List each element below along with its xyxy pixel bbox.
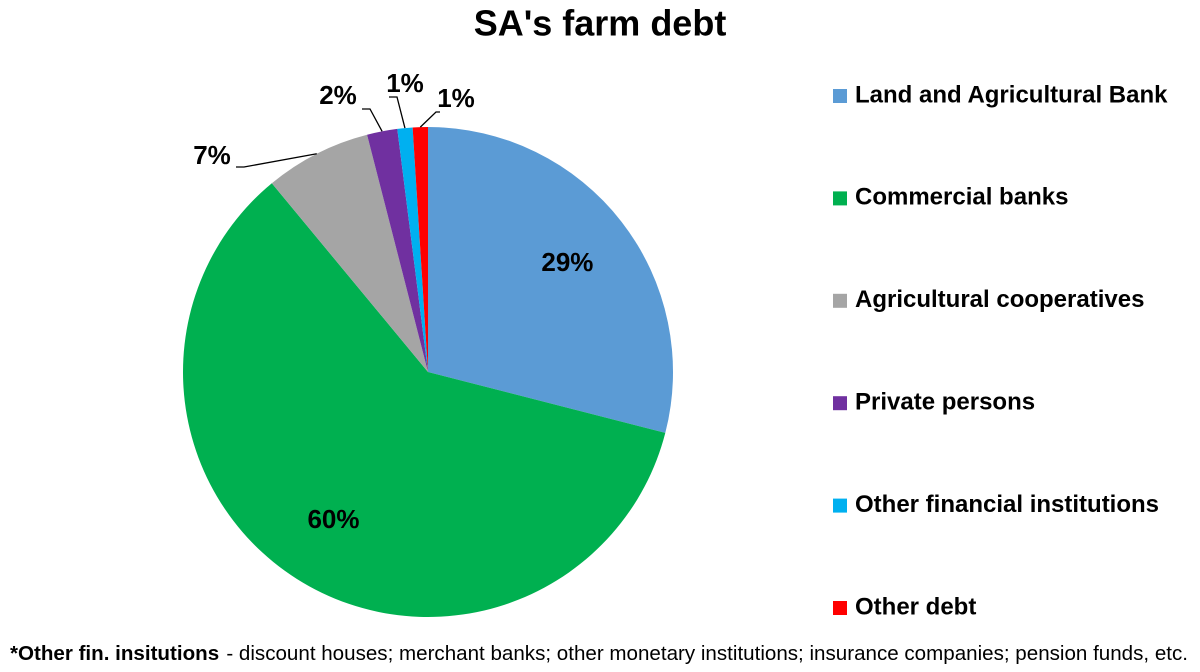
pie-slice xyxy=(271,134,428,372)
legend-swatch xyxy=(833,498,847,513)
pie-slice xyxy=(182,183,666,618)
legend-swatch xyxy=(833,293,847,308)
leader-line xyxy=(236,153,317,168)
legend-label: Commercial banks xyxy=(855,184,1068,211)
pie-slice xyxy=(397,127,428,372)
data-label: 29% xyxy=(541,247,593,277)
chart-title: SA's farm debt xyxy=(474,3,727,44)
legend-swatch xyxy=(833,191,847,206)
legend-label: Private persons xyxy=(855,389,1035,416)
data-label: 7% xyxy=(193,140,231,170)
legend-label: Other financial institutions xyxy=(855,491,1159,518)
footnote-text: - discount houses; merchant banks; other… xyxy=(226,643,1188,665)
leader-line xyxy=(419,111,440,128)
data-label: 1% xyxy=(437,83,475,113)
leader-line xyxy=(362,108,383,132)
data-label: 1% xyxy=(386,68,424,98)
legend-swatch xyxy=(833,396,847,411)
footnote-lead: *Other fin. insitutions xyxy=(10,643,219,665)
pie-slice xyxy=(367,128,428,372)
pie-slice xyxy=(412,127,428,372)
data-label: 60% xyxy=(307,504,359,534)
legend-label: Other debt xyxy=(855,593,976,620)
legend-swatch xyxy=(833,601,847,615)
legend-label: Agricultural cooperatives xyxy=(855,286,1144,313)
pie-slice xyxy=(428,127,673,433)
legend-label: Land and Agricultural Bank xyxy=(855,81,1168,108)
leader-line xyxy=(389,96,406,129)
legend-swatch xyxy=(833,89,847,103)
footnote: *Other fin. insitutions - discount houses… xyxy=(10,643,1188,665)
data-label: 2% xyxy=(319,80,357,110)
